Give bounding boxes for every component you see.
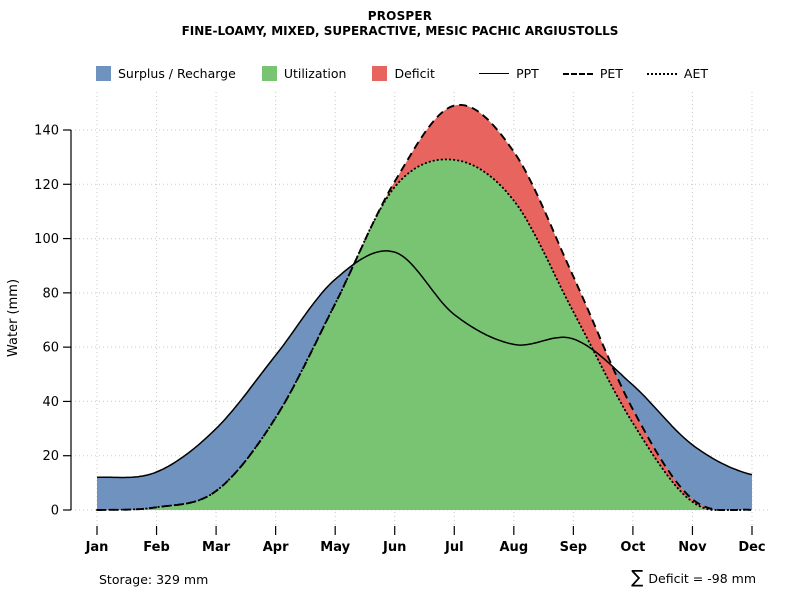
svg-text:120: 120: [34, 178, 59, 193]
legend-label-pet: PET: [599, 66, 623, 81]
svg-text:80: 80: [42, 286, 59, 301]
sum-icon: ∑: [631, 567, 644, 588]
svg-text:Mar: Mar: [202, 540, 231, 555]
deficit-annotation: ∑ Deficit = -98 mm: [631, 569, 756, 587]
legend-label-surplus: Surplus / Recharge: [118, 66, 236, 81]
svg-text:100: 100: [34, 232, 59, 247]
aet-line-sample-icon: [646, 72, 677, 75]
svg-text:Feb: Feb: [143, 540, 169, 555]
svg-text:Oct: Oct: [620, 540, 645, 555]
ppt-line-sample-icon: [479, 73, 510, 74]
svg-text:Jan: Jan: [85, 540, 109, 555]
svg-text:Aug: Aug: [500, 540, 529, 555]
svg-text:40: 40: [42, 395, 59, 410]
legend-item-pet: PET: [562, 66, 623, 81]
legend-item-deficit: Deficit: [372, 66, 435, 81]
legend-line-items: PPT PET AET: [479, 66, 708, 81]
legend-item-surplus: Surplus / Recharge: [96, 66, 236, 81]
svg-text:Water (mm): Water (mm): [6, 279, 21, 357]
utilization-swatch-icon: [261, 66, 277, 81]
svg-text:140: 140: [34, 124, 59, 139]
legend-label-utilization: Utilization: [283, 66, 347, 81]
svg-text:Jun: Jun: [382, 540, 406, 555]
legend-label-ppt: PPT: [516, 66, 539, 81]
chart-subtitle: FINE-LOAMY, MIXED, SUPERACTIVE, MESIC PA…: [181, 24, 619, 38]
legend-item-utilization: Utilization: [261, 66, 347, 81]
legend-fill-items: Surplus / Recharge Utilization Deficit: [96, 66, 435, 81]
legend-item-ppt: PPT: [479, 66, 539, 81]
svg-text:Jul: Jul: [444, 540, 464, 555]
pet-line-sample-icon: [562, 72, 593, 75]
svg-text:Dec: Dec: [738, 540, 765, 555]
surplus-swatch-icon: [96, 66, 111, 81]
legend-label-deficit: Deficit: [394, 66, 435, 81]
chart-legend: Surplus / Recharge Utilization Deficit P…: [96, 66, 708, 81]
svg-text:20: 20: [42, 449, 59, 464]
svg-text:Nov: Nov: [678, 540, 707, 555]
svg-text:0: 0: [51, 504, 59, 519]
svg-text:Apr: Apr: [263, 540, 289, 555]
storage-annotation: Storage: 329 mm: [99, 572, 209, 587]
deficit-text: Deficit = -98 mm: [648, 570, 756, 586]
legend-label-aet: AET: [683, 66, 708, 81]
svg-text:60: 60: [42, 341, 59, 356]
legend-item-aet: AET: [646, 66, 708, 81]
svg-text:Sep: Sep: [560, 540, 588, 555]
svg-text:May: May: [320, 540, 350, 555]
chart-title: PROSPER: [367, 9, 433, 23]
deficit-swatch-icon: [372, 66, 388, 81]
